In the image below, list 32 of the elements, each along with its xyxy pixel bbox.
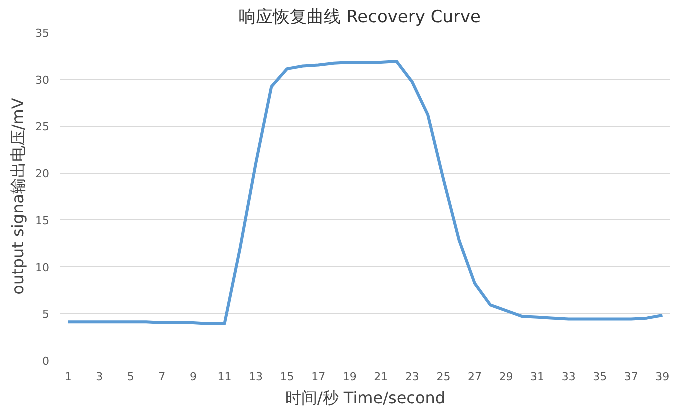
x-tick-label: 11 bbox=[218, 370, 232, 384]
x-tick-label: 39 bbox=[656, 370, 670, 384]
x-tick-label: 35 bbox=[593, 370, 608, 384]
x-tick-label: 33 bbox=[562, 370, 576, 384]
y-tick-label: 25 bbox=[36, 120, 50, 134]
y-tick-label: 0 bbox=[42, 355, 50, 368]
x-tick-label: 13 bbox=[249, 370, 264, 384]
x-tick-label: 19 bbox=[342, 370, 357, 384]
x-tick-label: 5 bbox=[127, 370, 134, 384]
x-tick-label: 21 bbox=[374, 370, 388, 384]
y-tick-label: 10 bbox=[36, 261, 50, 274]
x-tick-label: 9 bbox=[190, 370, 197, 384]
x-axis-title: 时间/秒 Time/second bbox=[285, 388, 446, 408]
x-tick-label: 23 bbox=[405, 370, 420, 384]
x-tick-label: 15 bbox=[280, 370, 294, 384]
x-tick-label: 37 bbox=[624, 370, 638, 384]
x-tick-label: 29 bbox=[499, 370, 514, 384]
x-tick-label: 17 bbox=[312, 370, 326, 384]
y-axis-title: output signa输出电压/mV bbox=[8, 98, 28, 295]
y-tick-label: 35 bbox=[36, 27, 50, 40]
x-tick-label: 25 bbox=[436, 370, 451, 384]
x-tick-label: 31 bbox=[530, 370, 545, 384]
y-tick-label: 5 bbox=[42, 308, 50, 322]
x-tick-label: 27 bbox=[468, 370, 482, 384]
y-tick-label: 15 bbox=[36, 214, 50, 228]
y-tick-label: 30 bbox=[36, 74, 50, 87]
x-tick-label: 3 bbox=[96, 370, 104, 384]
line-series bbox=[66, 60, 664, 326]
chart-title: 响应恢复曲线 Recovery Curve bbox=[239, 8, 481, 28]
x-tick-label: 7 bbox=[158, 370, 166, 384]
x-tick-label: 1 bbox=[64, 370, 72, 384]
y-tick-label: 20 bbox=[36, 168, 50, 181]
